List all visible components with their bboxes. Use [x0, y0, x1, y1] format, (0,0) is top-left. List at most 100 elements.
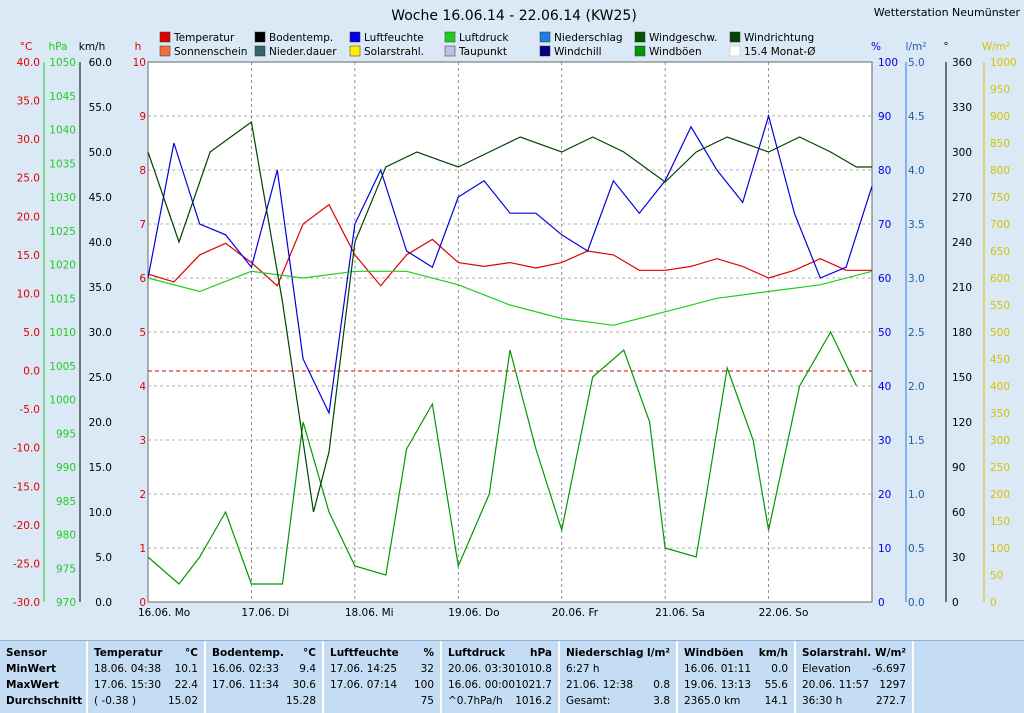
solar_wm2-tick: 100 — [990, 543, 1010, 555]
rain_lm2-tick: 1.5 — [908, 435, 925, 447]
luftfeuchte-unit: % — [423, 647, 434, 659]
legend-label: Windgeschw. — [649, 32, 717, 44]
series-luftdruck — [147, 270, 873, 326]
solar-header: Solarstrahl. — [802, 647, 872, 659]
legend-label: Sonnenschein — [174, 46, 247, 58]
luftdruck-row-value: 1021.7 — [515, 679, 552, 691]
solar_wm2-tick: 750 — [990, 192, 1010, 204]
niederschlag-header-row: Niederschlag l/m² — [566, 647, 670, 663]
legend-label: Niederschlag — [554, 32, 623, 44]
wind_kmh-tick: 5.0 — [95, 552, 112, 564]
bodentemp-row: 15.28 — [212, 695, 316, 711]
wind_kmh-tick: 15.0 — [89, 462, 112, 474]
temperatur-row-value: 10.1 — [174, 663, 198, 675]
solar_wm2-tick: 700 — [990, 219, 1010, 231]
bodentemp-row-label: 17.06. 11:34 — [212, 679, 279, 691]
pressure_hpa-tick: 1015 — [49, 293, 76, 305]
pressure_hpa-tick: 980 — [56, 530, 76, 542]
sensor-header: Sensor — [6, 647, 47, 659]
windboeen-row-value: 14.1 — [764, 695, 788, 707]
niederschlag-header: Niederschlag — [566, 647, 644, 659]
summary-solar-col: Solarstrahl. W/m² Elevation -6.697 20.06. 11… — [796, 641, 914, 713]
luftdruck-row-label: 20.06. 03:30 — [448, 663, 515, 675]
humidity_pct-tick: 60 — [878, 273, 891, 285]
legend-swatch — [349, 31, 361, 43]
solar_wm2-tick: 450 — [990, 354, 1010, 366]
direction_deg-tick: 270 — [952, 192, 972, 204]
temp_c-tick: 10.0 — [17, 288, 40, 300]
summary-luftfeuchte-col: Luftfeuchte% 17.06. 14:25 32 17.06. 07:14 10… — [324, 641, 442, 713]
wind_kmh-tick: 25.0 — [89, 372, 112, 384]
pressure_hpa-tick: 975 — [56, 563, 76, 575]
x-day-label: 18.06. Mi — [345, 607, 394, 619]
legend-label: Bodentemp. — [269, 32, 333, 44]
windboeen-row-label: 19.06. 13:13 — [684, 679, 751, 691]
bodentemp-row-value: 30.6 — [292, 679, 316, 691]
temp_c-tick: -25.0 — [13, 558, 40, 570]
legend-swatch — [159, 45, 171, 57]
direction_deg-tick: 210 — [952, 282, 972, 294]
bodentemp-row-value: 9.4 — [299, 663, 316, 675]
temp_c-tick: 35.0 — [17, 96, 40, 108]
temp_c-tick: 15.0 — [17, 250, 40, 262]
x-day-label: 22.06. So — [759, 607, 809, 619]
legend-swatch — [444, 45, 456, 57]
windboeen-row-label: 16.06. 01:11 — [684, 663, 751, 675]
luftdruck-header-row: Luftdruck hPa — [448, 647, 552, 663]
pressure_hpa-tick: 1000 — [49, 395, 76, 407]
humidity_pct-tick: 10 — [878, 543, 891, 555]
humidity_pct-tick: 50 — [878, 327, 891, 339]
hours_h-tick: 0 — [139, 597, 146, 609]
niederschlag-row-value: 0.8 — [653, 679, 670, 691]
solar_wm2-tick: 0 — [990, 597, 997, 609]
luftdruck-row: 16.06. 00:00 1021.7 — [448, 679, 552, 695]
series-luftfeuchte — [147, 113, 873, 416]
x-day-label: 16.06. Mo — [138, 607, 190, 619]
pressure_hpa-tick: 1045 — [49, 91, 76, 103]
wind_kmh-tick: 55.0 — [89, 102, 112, 114]
direction_deg-tick: 120 — [952, 417, 972, 429]
hours_h-tick: 7 — [139, 219, 146, 231]
temp_c-tick: 30.0 — [17, 134, 40, 146]
windboeen-unit: km/h — [758, 647, 788, 659]
temp_c-tick: -10.0 — [13, 443, 40, 455]
summary-temperatur-col: Temperatur °C 18.06. 04:38 10.1 17.06. 15:30… — [88, 641, 206, 713]
solar_wm2-tick: 550 — [990, 300, 1010, 312]
solar_wm2-tick: 300 — [990, 435, 1010, 447]
legend-label: Windböen — [649, 46, 702, 58]
temp_c-tick: 5.0 — [23, 327, 40, 339]
solar_wm2-tick: 950 — [990, 84, 1010, 96]
humidity_pct-tick: 70 — [878, 219, 891, 231]
sensor-max: MaxWert — [6, 679, 59, 691]
solar_wm2-tick: 800 — [990, 165, 1010, 177]
temp_c-tick: 25.0 — [17, 173, 40, 185]
pressure_hpa-tick: 1010 — [49, 327, 76, 339]
solar_wm2-tick: 150 — [990, 516, 1010, 528]
pressure_hpa-tick: 1030 — [49, 192, 76, 204]
rain_lm2-unit: l/m² — [906, 41, 927, 53]
pressure_hpa-unit: hPa — [49, 41, 68, 53]
luftdruck-header: Luftdruck — [448, 647, 506, 659]
rain_lm2-tick: 2.0 — [908, 381, 925, 393]
luftdruck-row-value: 1016.2 — [515, 695, 552, 707]
wind_kmh-tick: 0.0 — [95, 597, 112, 609]
series-windböen — [147, 330, 858, 585]
legend-swatch — [254, 45, 266, 57]
luftfeuchte-header-row: Luftfeuchte% — [330, 647, 434, 663]
station-name: Wetterstation Neumünster — [874, 6, 1021, 19]
solar_wm2-tick: 900 — [990, 111, 1010, 123]
solar_wm2-unit: W/m² — [982, 41, 1010, 53]
humidity_pct-tick: 100 — [878, 57, 898, 69]
legend-swatch — [349, 45, 361, 57]
summary-luftdruck-col: Luftdruck hPa 20.06. 03:30 1010.8 16.06. 00:… — [442, 641, 560, 713]
rain_lm2-tick: 0.0 — [908, 597, 925, 609]
legend-label: Luftdruck — [459, 32, 509, 44]
solar_wm2-tick: 500 — [990, 327, 1010, 339]
legend: Temperatur Sonnenschein Bodentemp. Nieder.d… — [159, 31, 815, 58]
rain_lm2-tick: 1.0 — [908, 489, 925, 501]
solar_wm2-tick: 200 — [990, 489, 1010, 501]
solar-unit: W/m² — [875, 647, 906, 659]
direction_deg-tick: 180 — [952, 327, 972, 339]
bodentemp-row-label: 16.06. 02:33 — [212, 663, 279, 675]
pressure_hpa-tick: 1035 — [49, 158, 76, 170]
